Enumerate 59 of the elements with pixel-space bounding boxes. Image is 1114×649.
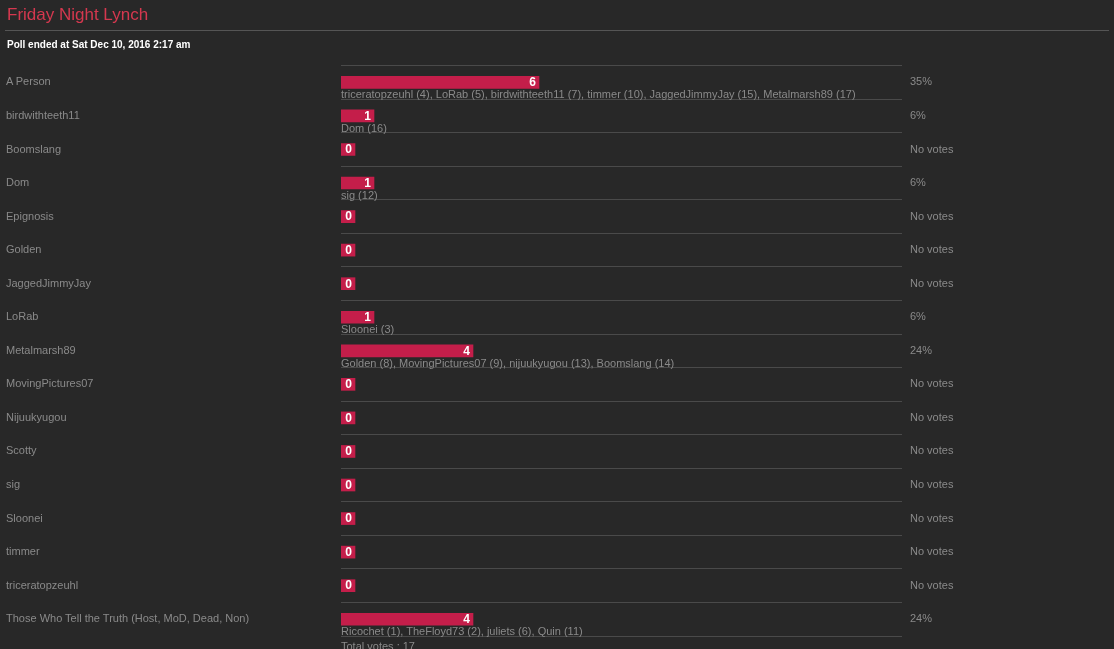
y2-tick-label: No votes xyxy=(910,276,954,289)
y-tick-label: sig xyxy=(6,478,21,491)
y-tick-label: timmer xyxy=(6,545,40,558)
data-label: 6 xyxy=(529,75,537,90)
data-label: 0 xyxy=(345,276,353,291)
y-tick-label: Nijuukyugou xyxy=(6,410,67,423)
y2-tick-label: 6% xyxy=(910,108,927,121)
data-label: 1 xyxy=(364,310,372,325)
y2-tick-label: No votes xyxy=(910,142,954,155)
y2-tick-label: No votes xyxy=(910,444,954,457)
data-label: 0 xyxy=(345,410,353,425)
data-label: 0 xyxy=(345,544,353,559)
y2-tick-label: No votes xyxy=(910,377,954,390)
data-label: 0 xyxy=(345,142,353,157)
y-tick-label: JaggedJimmyJay xyxy=(6,276,92,289)
data-label: 0 xyxy=(345,444,353,459)
data-label: 0 xyxy=(345,511,353,526)
y2-tick-label: 24% xyxy=(910,343,933,356)
y-tick-label: MovingPictures07 xyxy=(6,377,94,390)
y-tick-label: birdwithteeth11 xyxy=(6,108,80,121)
y-tick-label: Metalmarsh89 xyxy=(6,343,76,356)
y-tick-label: Those Who Tell the Truth (Host, MoD, Dead, Non) xyxy=(6,612,250,625)
data-label: 0 xyxy=(345,477,353,492)
annotation: sig (12) xyxy=(341,189,378,202)
y-tick-label: LoRab xyxy=(6,310,39,323)
data-label: 0 xyxy=(345,578,353,593)
y2-tick-label: 6% xyxy=(910,310,927,323)
y-tick-label: Boomslang xyxy=(6,142,62,155)
data-label: 0 xyxy=(345,377,353,392)
y-tick-label: triceratopzeuhl xyxy=(6,578,79,591)
annotation: Golden (8), MovingPictures07 (9), nijuukyugou (13), Boomslang (14) xyxy=(341,356,675,369)
data-label: 4 xyxy=(463,612,471,627)
y2-tick-label: No votes xyxy=(910,511,954,524)
text: Friday Night Lynch xyxy=(5,0,1109,31)
y2-tick-label: 6% xyxy=(910,176,927,189)
data-label: 1 xyxy=(364,108,372,123)
y2-tick-label: No votes xyxy=(910,578,954,591)
annotation: Ricochet (1), TheFloyd73 (2), juliets (6), Quin (11) xyxy=(341,625,583,638)
annotation: Dom (16) xyxy=(341,121,387,134)
y2-tick-label: 35% xyxy=(910,75,933,88)
y2-tick-label: No votes xyxy=(910,478,954,491)
y2-tick-label: No votes xyxy=(910,209,954,222)
data-label: 1 xyxy=(364,175,372,190)
y-tick-label: Dom xyxy=(6,176,30,189)
y2-tick-label: No votes xyxy=(910,243,954,256)
annotation: triceratopzeuhl (4), LoRab (5), birdwithteeth11 (7), timmer (10), JaggedJimmyJay (15), Metalmarsh89 (17) xyxy=(341,88,856,101)
y2-tick-label: No votes xyxy=(910,545,954,558)
y-tick-label: Scotty xyxy=(6,444,38,457)
text: Poll ended at Sat Dec 10, 2016 2:17 am xyxy=(6,38,192,52)
data-label: 0 xyxy=(345,242,353,257)
y-tick-label: Sloonei xyxy=(6,511,43,524)
y2-tick-label: No votes xyxy=(910,410,954,423)
y-tick-label: Golden xyxy=(6,243,42,256)
y2-tick-label: 24% xyxy=(910,612,933,625)
y-tick-label: A Person xyxy=(6,75,51,88)
annotation: Sloonei (3) xyxy=(341,323,395,336)
data-label: 4 xyxy=(463,343,471,358)
data-label: 0 xyxy=(345,209,353,224)
y-tick-label: Epignosis xyxy=(6,209,55,222)
